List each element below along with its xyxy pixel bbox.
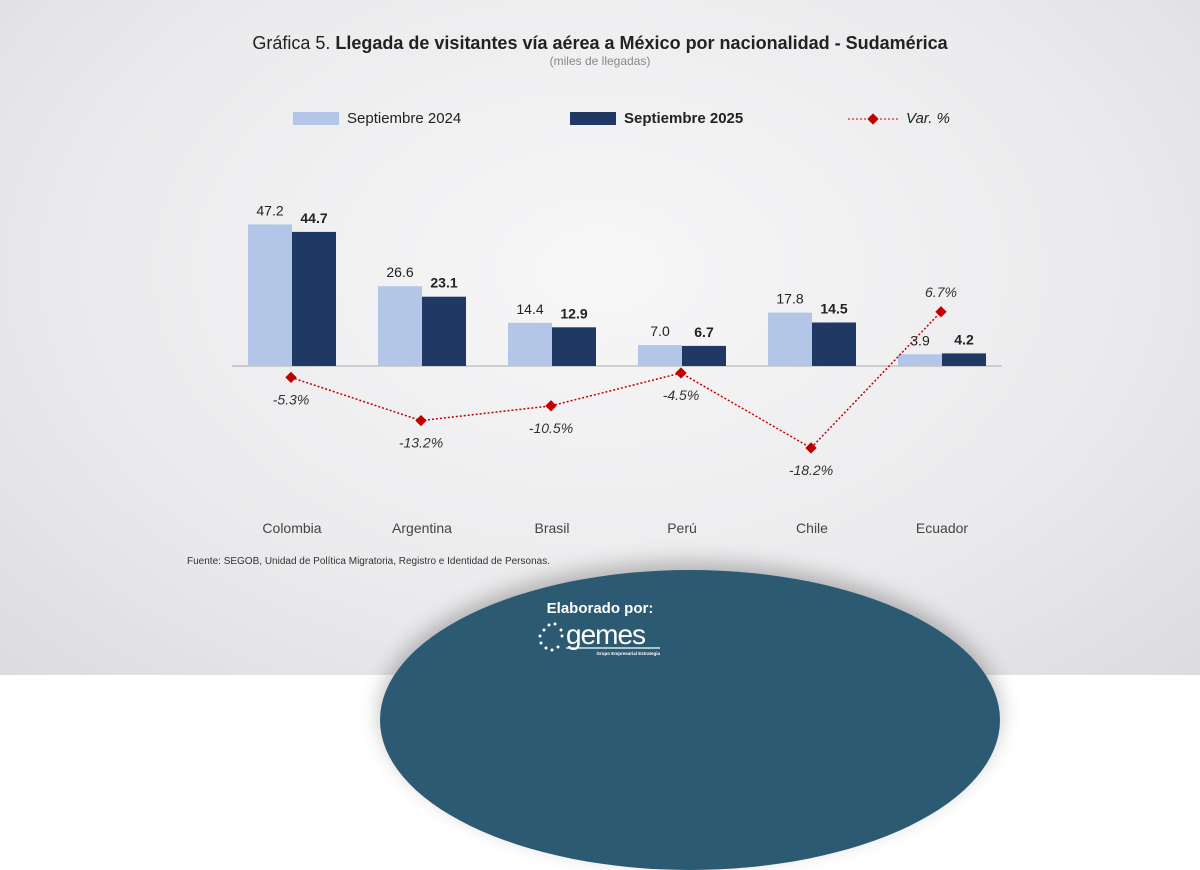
bar-value-label: 3.9 [910,332,930,348]
var-point [545,400,557,412]
var-point [285,371,297,384]
legend-line-marker [848,112,898,125]
svg-text:Grupo Empresarial Estrategia: Grupo Empresarial Estrategia [596,651,660,656]
bar-2024 [768,312,812,366]
legend-label: Var. % [906,110,950,127]
category-label: Brasil [534,520,569,536]
bar-value-label: 14.5 [820,301,847,317]
legend-item-2025: Septiembre 2025 [570,110,743,127]
var-label: -18.2% [789,462,833,478]
var-point [805,442,817,454]
svg-text:gemes: gemes [566,619,645,650]
category-label: Chile [796,520,828,536]
var-point [675,367,687,379]
credit-label: Elaborado por: [546,600,654,617]
chart-subtitle: (miles de llegadas) [549,54,651,68]
bar-value-label: 12.9 [560,305,587,321]
legend-swatch [570,112,616,125]
legend-label: Septiembre 2025 [624,110,744,127]
bar-value-label: 14.4 [516,301,543,317]
gemes-logo: gemes Grupo Empresarial Estrategia [538,619,660,656]
bar-value-label: 26.6 [386,264,413,280]
legend-item-var: Var. % [848,110,950,127]
bar-value-label: 44.7 [300,210,327,226]
chart-title: Gráfica 5. Llegada de visitantes vía aér… [0,33,1200,54]
var-label: -10.5% [529,420,573,436]
bar-2024 [898,354,942,366]
bar-2025 [292,231,336,366]
var-point [415,414,427,427]
bar-2025 [422,296,466,366]
bar-value-label: 6.7 [694,324,714,340]
bar-value-label: 7.0 [650,323,670,339]
var-label: 6.7% [925,284,957,300]
var-label: -13.2% [399,435,443,451]
bar-value-label: 4.2 [954,331,974,347]
bar-2025 [942,353,986,366]
var-point [935,306,947,318]
bar-2025 [682,345,726,366]
bar-2024 [248,224,292,366]
bar-2024 [508,322,552,366]
legend-swatch [293,112,339,125]
bar-chart: 47.2 44.7 Colombia 26.6 23.1 Argentina 14.4 12.… [232,202,1002,536]
bar-2024 [378,286,422,366]
source-note: Fuente: SEGOB, Unidad de Política Migrat… [187,556,550,567]
var-label: -5.3% [273,391,310,407]
category-label: Perú [667,520,697,536]
legend-item-2024: Septiembre 2024 [293,110,461,127]
bar-2025 [812,322,856,366]
bar-value-label: 17.8 [776,291,803,307]
title-main: Llegada de visitantes vía aérea a México… [335,33,948,53]
bar-2025 [552,327,596,366]
bar-value-label: 23.1 [430,275,457,291]
legend-label: Septiembre 2024 [347,110,462,127]
category-label: Colombia [262,520,321,536]
var-label: -4.5% [663,387,700,403]
category-label: Ecuador [916,520,968,536]
title-prefix: Gráfica 5. [252,33,331,53]
bar-2024 [638,345,682,366]
category-label: Argentina [392,520,452,536]
bar-value-label: 47.2 [256,202,283,218]
